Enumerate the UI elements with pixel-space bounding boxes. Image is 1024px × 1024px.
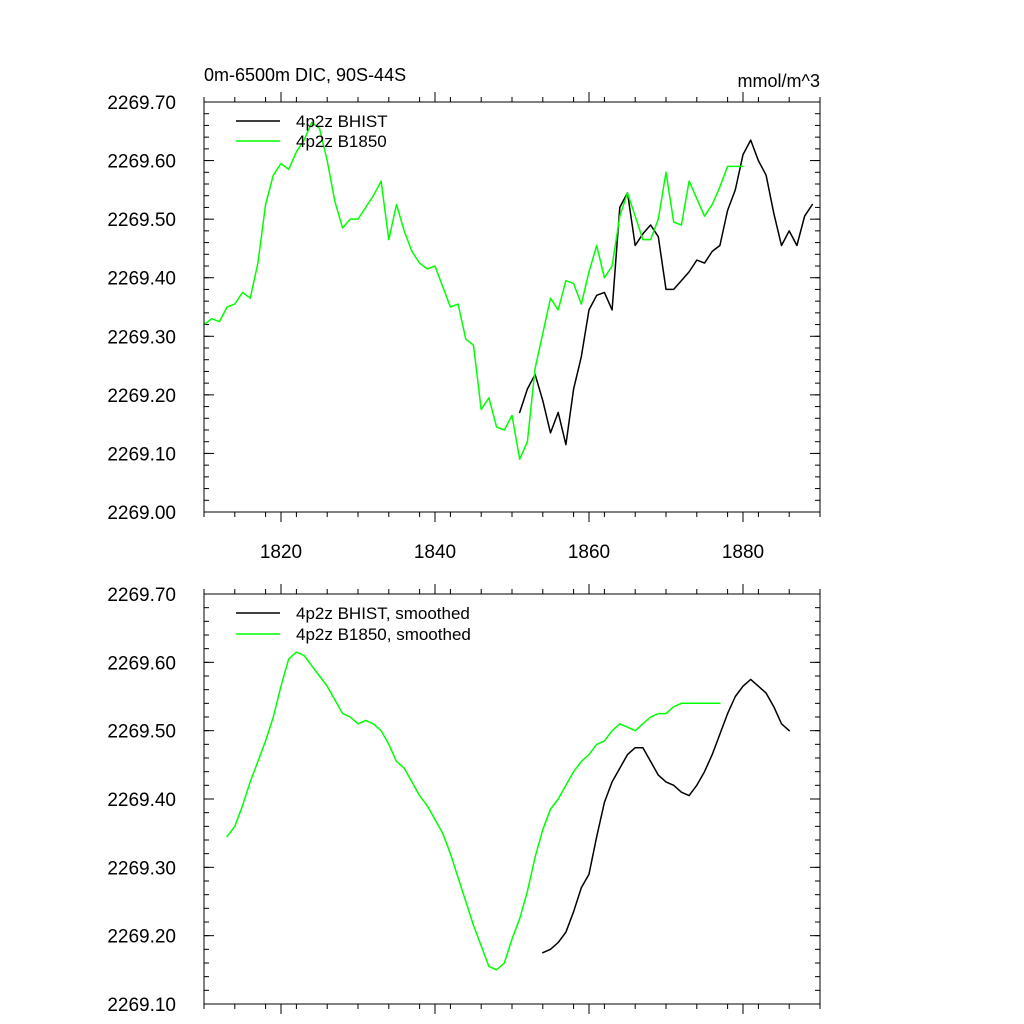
top-chart-panel: 0m-6500m DIC, 90S-44S mmol/m^3 2269.00 22… bbox=[107, 65, 821, 563]
bottom-chart-frame bbox=[203, 593, 821, 1005]
bottom-chart-panel: 2269.10 2269.20 2269.30 2269.40 2269.50 2269.… bbox=[107, 584, 821, 1016]
bottom-ytick-label: 2269.50 bbox=[107, 722, 176, 743]
bottom-ytick-label: 2269.40 bbox=[107, 790, 176, 811]
top-xtick-label: 1840 bbox=[414, 542, 456, 563]
top-chart-title: 0m-6500m DIC, 90S-44S bbox=[204, 65, 406, 85]
bottom-ytick-label: 2269.70 bbox=[107, 585, 176, 606]
top-chart-legend: 4p2z BHIST 4p2z B1850 bbox=[236, 112, 388, 151]
top-xtick-label: 1860 bbox=[568, 542, 610, 563]
top-series-bhist-line bbox=[518, 139, 814, 446]
bottom-series-b1850-line bbox=[226, 651, 721, 971]
bottom-chart-legend: 4p2z BHIST, smoothed 4p2z B1850, smoothe… bbox=[236, 604, 471, 644]
bottom-ytick-label: 2269.20 bbox=[107, 927, 176, 948]
legend-label-bhist: 4p2z BHIST bbox=[296, 112, 388, 131]
top-ytick-label: 2269.70 bbox=[107, 93, 176, 114]
top-ytick-label: 2269.20 bbox=[107, 386, 176, 407]
top-ytick-label: 2269.30 bbox=[107, 327, 176, 348]
bottom-ytick-label: 2269.60 bbox=[107, 653, 176, 674]
bottom-ytick-label: 2269.30 bbox=[107, 858, 176, 879]
top-ytick-label: 2269.00 bbox=[107, 503, 176, 524]
top-chart-units: mmol/m^3 bbox=[738, 71, 820, 91]
legend-label-bhist-smoothed: 4p2z BHIST, smoothed bbox=[296, 604, 470, 623]
bottom-ytick-label: 2269.10 bbox=[107, 995, 176, 1016]
bottom-series-bhist-line bbox=[542, 678, 790, 954]
legend-label-b1850: 4p2z B1850 bbox=[296, 132, 387, 151]
top-xtick-label: 1880 bbox=[722, 542, 764, 563]
top-series-b1850-line bbox=[203, 121, 744, 461]
top-xtick-label: 1820 bbox=[260, 542, 302, 563]
top-ytick-label: 2269.60 bbox=[107, 152, 176, 173]
legend-label-b1850-smoothed: 4p2z B1850, smoothed bbox=[296, 625, 471, 644]
top-ytick-label: 2269.10 bbox=[107, 444, 176, 465]
top-ytick-label: 2269.40 bbox=[107, 269, 176, 290]
top-ytick-label: 2269.50 bbox=[107, 210, 176, 231]
top-chart-frame bbox=[203, 101, 821, 513]
